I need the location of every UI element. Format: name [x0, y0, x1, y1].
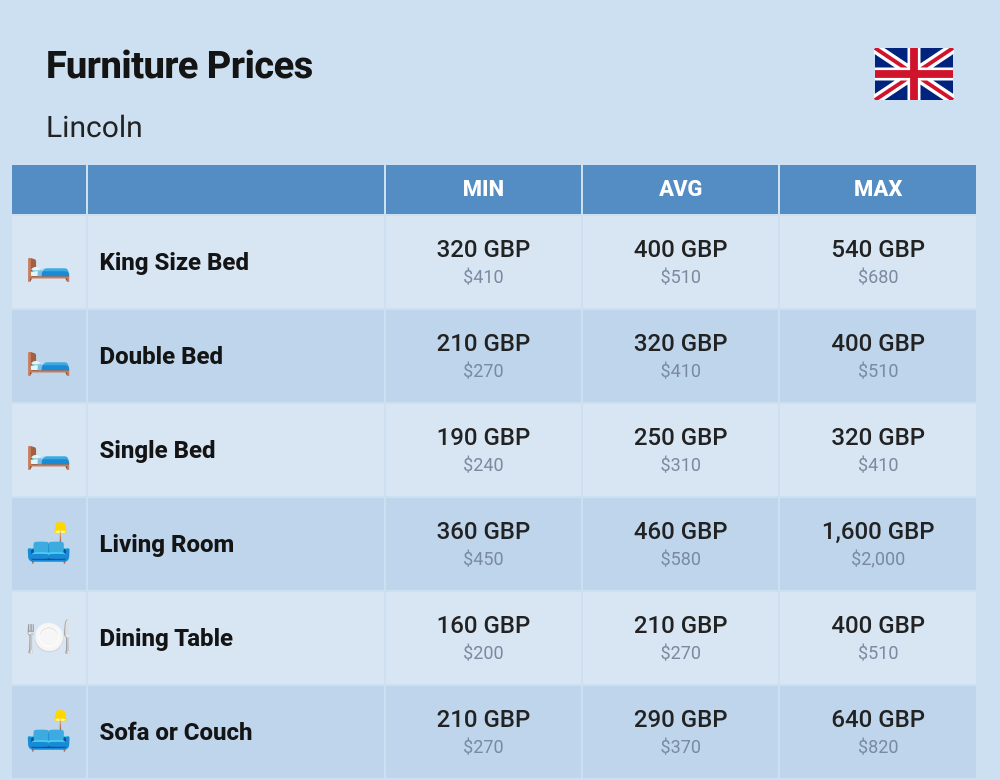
price-min: 360 GBP $450 [386, 498, 581, 590]
th-max: MAX [780, 165, 976, 214]
price-usd: $510 [780, 361, 976, 382]
furniture-name: Living Room [88, 498, 384, 590]
price-min: 210 GBP $270 [386, 310, 581, 402]
price-min: 320 GBP $410 [386, 216, 581, 308]
price-gbp: 400 GBP [780, 612, 976, 638]
price-avg: 210 GBP $270 [583, 592, 778, 684]
price-gbp: 1,600 GBP [780, 518, 976, 544]
page: Furniture Prices Lincoln MIN AVG MAX 🛏️K… [0, 0, 1000, 780]
price-gbp: 190 GBP [386, 424, 581, 450]
price-usd: $410 [583, 361, 778, 382]
table-row: 🛋️Living Room360 GBP $450460 GBP $5801,600… [12, 498, 976, 590]
furniture-name: Double Bed [88, 310, 384, 402]
th-blank-name [88, 165, 384, 214]
price-gbp: 210 GBP [386, 706, 581, 732]
table-body: 🛏️King Size Bed320 GBP$410400 GBP$510540… [12, 216, 976, 778]
table-row: 🛏️Single Bed190 GBP $240250 GBP $310320 GB… [12, 404, 976, 496]
th-min: MIN [386, 165, 581, 214]
price-usd: $2,000 [780, 549, 976, 570]
header: Furniture Prices Lincoln [46, 44, 954, 145]
price-gbp: 400 GBP [583, 236, 778, 262]
price-gbp: 540 GBP [780, 236, 976, 262]
titles: Furniture Prices Lincoln [46, 44, 313, 145]
price-usd: $270 [386, 737, 581, 758]
price-usd: $200 [386, 643, 581, 664]
price-usd: $240 [386, 455, 581, 476]
table-row: 🛏️King Size Bed320 GBP $410400 GBP $510540… [12, 216, 976, 308]
price-gbp: 210 GBP [386, 330, 581, 356]
price-min: 190 GBP $240 [386, 404, 581, 496]
price-gbp: 250 GBP [583, 424, 778, 450]
price-max: 1,600 GBP $2,000 [780, 498, 976, 590]
price-usd: $510 [780, 643, 976, 664]
city-name: Lincoln [46, 110, 313, 145]
price-gbp: 160 GBP [386, 612, 581, 638]
price-usd: $680 [780, 267, 976, 288]
furniture-name: Sofa or Couch [88, 686, 384, 778]
price-gbp: 210 GBP [583, 612, 778, 638]
price-max: 400 GBP $510 [780, 310, 976, 402]
price-gbp: 640 GBP [780, 706, 976, 732]
price-max: 540 GBP $680 [780, 216, 976, 308]
table-row: 🍽️Dining Table160 GBP $200210 GBP $270400 … [12, 592, 976, 684]
price-usd: $820 [780, 737, 976, 758]
price-avg: 400 GBP $510 [583, 216, 778, 308]
price-avg: 320 GBP $410 [583, 310, 778, 402]
price-usd: $510 [583, 267, 778, 288]
price-gbp: 320 GBP [386, 236, 581, 262]
price-max: 640 GBP $820 [780, 686, 976, 778]
th-blank-icon [12, 165, 86, 214]
price-min: 210 GBP $270 [386, 686, 581, 778]
price-gbp: 460 GBP [583, 518, 778, 544]
furniture-name: Dining Table [88, 592, 384, 684]
furniture-icon: 🛏️ [12, 404, 86, 496]
price-usd: $270 [386, 361, 581, 382]
furniture-name: King Size Bed [88, 216, 384, 308]
table-row: 🛏️Double Bed210 GBP $270320 GBP $410400 GB… [12, 310, 976, 402]
price-usd: $410 [780, 455, 976, 476]
price-avg: 290 GBP $370 [583, 686, 778, 778]
price-usd: $310 [583, 455, 778, 476]
price-min: 160 GBP $200 [386, 592, 581, 684]
price-usd: $270 [583, 643, 778, 664]
furniture-icon: 🛋️ [12, 686, 86, 778]
price-usd: $370 [583, 737, 778, 758]
page-title: Furniture Prices [46, 44, 313, 88]
table-row: 🛋️Sofa or Couch210 GBP $270290 GBP $370640… [12, 686, 976, 778]
price-gbp: 400 GBP [780, 330, 976, 356]
price-gbp: 320 GBP [583, 330, 778, 356]
price-usd: $410 [386, 267, 581, 288]
price-usd: $450 [386, 549, 581, 570]
price-max: 400 GBP $510 [780, 592, 976, 684]
price-gbp: 290 GBP [583, 706, 778, 732]
price-gbp: 320 GBP [780, 424, 976, 450]
furniture-icon: 🛏️ [12, 216, 86, 308]
price-avg: 460 GBP $580 [583, 498, 778, 590]
price-max: 320 GBP $410 [780, 404, 976, 496]
price-gbp: 360 GBP [386, 518, 581, 544]
table-header-row: MIN AVG MAX [12, 165, 976, 214]
furniture-icon: 🛏️ [12, 310, 86, 402]
price-table: MIN AVG MAX 🛏️King Size Bed320 GBP$41040… [10, 163, 978, 780]
furniture-name: Single Bed [88, 404, 384, 496]
furniture-icon: 🛋️ [12, 498, 86, 590]
price-avg: 250 GBP $310 [583, 404, 778, 496]
th-avg: AVG [583, 165, 778, 214]
price-usd: $580 [583, 549, 778, 570]
furniture-icon: 🍽️ [12, 592, 86, 684]
uk-flag-icon [874, 48, 954, 100]
